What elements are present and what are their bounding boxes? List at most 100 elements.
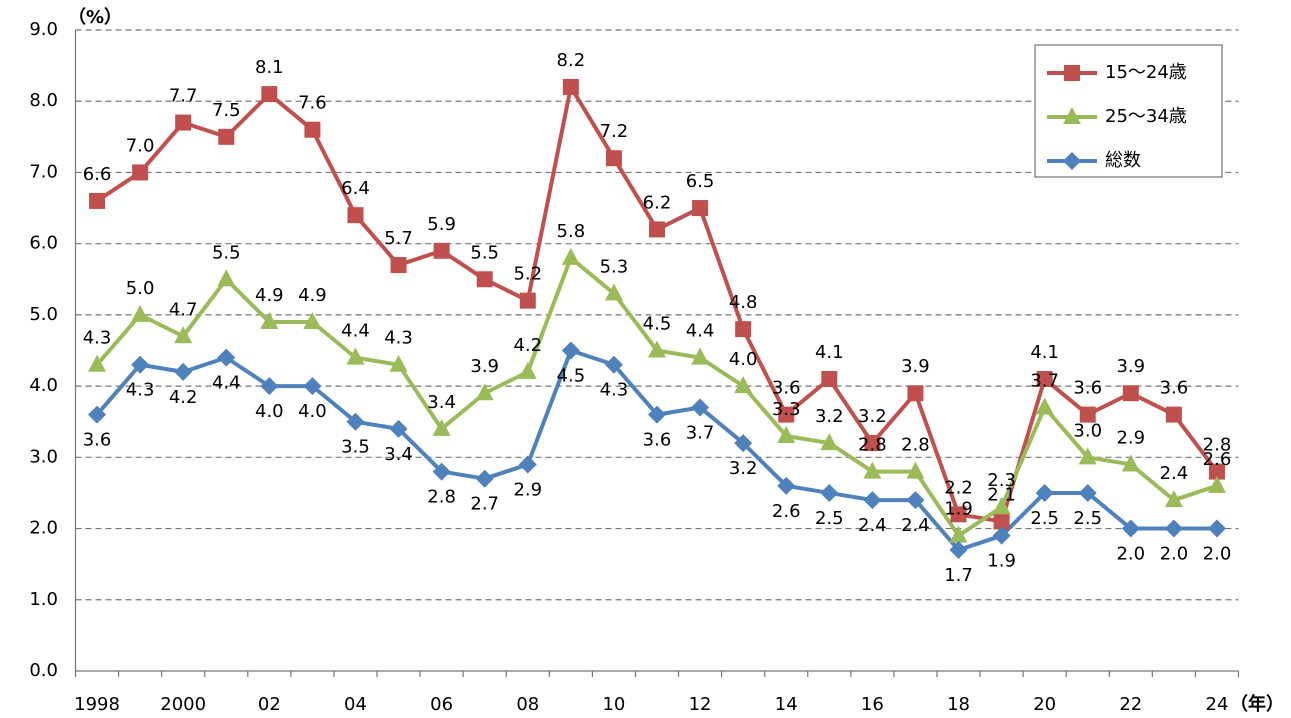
legend-label: 15～24歳 [1105,62,1187,83]
data-label: 3.7 [686,422,715,443]
marker [1122,385,1139,402]
data-label: 2.4 [1160,463,1189,484]
data-label: 3.9 [1116,356,1145,377]
marker [175,114,192,131]
data-label: 4.2 [513,335,542,356]
marker [132,164,149,181]
marker [561,341,580,360]
y-tick-label: 9.0 [29,19,58,40]
marker [88,354,107,372]
y-tick-label: 5.0 [29,304,58,325]
marker [131,355,150,374]
data-label: 2.8 [427,487,456,508]
marker [604,355,623,374]
marker [777,476,796,495]
x-tick-label: 22 [1119,694,1142,715]
data-label: 3.9 [470,356,499,377]
x-tick-label: 16 [861,694,884,715]
marker [1063,107,1081,124]
data-label: 3.6 [643,430,672,451]
data-label: 2.1 [987,484,1016,505]
legend-label: 総数 [1105,150,1141,171]
data-label: 4.4 [341,321,370,342]
data-label: 3.4 [427,392,456,413]
y-tick-label: 2.0 [29,518,58,539]
x-tick-label: 04 [344,694,367,715]
data-label: 2.8 [1203,435,1232,456]
data-label: 3.0 [1073,420,1102,441]
marker [346,412,365,431]
data-label: 4.7 [169,299,198,320]
data-label: 2.2 [944,477,973,498]
data-label: 4.3 [600,380,629,401]
x-tick-label: 12 [689,694,712,715]
marker [347,207,364,224]
data-label: 3.2 [729,458,758,479]
data-label: 3.4 [384,444,413,465]
y-tick-label: 1.0 [29,589,58,610]
marker [1035,483,1054,502]
marker [174,362,193,381]
marker [734,434,753,453]
marker [1078,483,1097,502]
marker [218,128,235,145]
y-tick-label: 6.0 [29,233,58,254]
marker [992,497,1011,515]
x-tick-label: 14 [775,694,798,715]
marker [1121,519,1140,538]
x-tick-label: 02 [258,694,281,715]
marker [907,385,924,402]
marker [1164,519,1183,538]
marker [88,405,107,424]
data-label: 7.0 [126,135,155,156]
marker [260,377,279,396]
marker [1064,65,1080,81]
data-label: 2.0 [1203,544,1232,565]
marker [949,525,968,543]
marker [820,433,839,451]
data-label: 3.3 [772,399,801,420]
marker [692,200,709,217]
data-label: 5.9 [427,214,456,235]
marker [777,425,796,443]
data-label: 5.5 [470,242,499,263]
data-label: 6.4 [341,178,370,199]
data-label: 7.2 [600,121,629,142]
marker [1121,454,1140,472]
data-label: 4.1 [1030,342,1059,363]
data-label: 7.7 [169,86,198,107]
marker [649,221,665,238]
data-label: 2.9 [1116,427,1145,448]
data-label: 8.1 [255,57,284,78]
data-label: 3.7 [1030,370,1059,391]
data-label: 2.0 [1116,544,1145,565]
data-label: 4.1 [815,342,844,363]
data-label: 2.5 [1030,508,1059,529]
data-label: 4.4 [212,373,241,394]
data-label: 2.3 [987,470,1016,491]
data-label: 2.0 [1160,544,1189,565]
data-label: 4.3 [83,328,112,349]
data-label: 2.8 [901,435,930,456]
marker [1078,447,1097,465]
data-label: 2.8 [858,435,887,456]
data-label: 4.3 [384,328,413,349]
marker [1164,490,1183,508]
x-tick-label: 20 [1033,694,1056,715]
marker [906,491,925,510]
data-label: 3.6 [1073,378,1102,399]
data-label: 2.9 [513,479,542,500]
x-axis-label: （年） [1230,693,1284,715]
data-label: 4.4 [686,321,715,342]
legend-label: 25～34歳 [1105,106,1187,127]
data-label: 4.9 [298,285,327,306]
marker [304,121,321,138]
marker [475,469,494,488]
marker [518,361,537,379]
marker [433,242,450,259]
data-label: 4.0 [255,401,284,422]
data-label: 7.6 [298,93,327,114]
data-label: 4.5 [643,314,672,335]
x-tick-label: 1998 [74,694,120,715]
data-label: 8.2 [557,50,586,71]
